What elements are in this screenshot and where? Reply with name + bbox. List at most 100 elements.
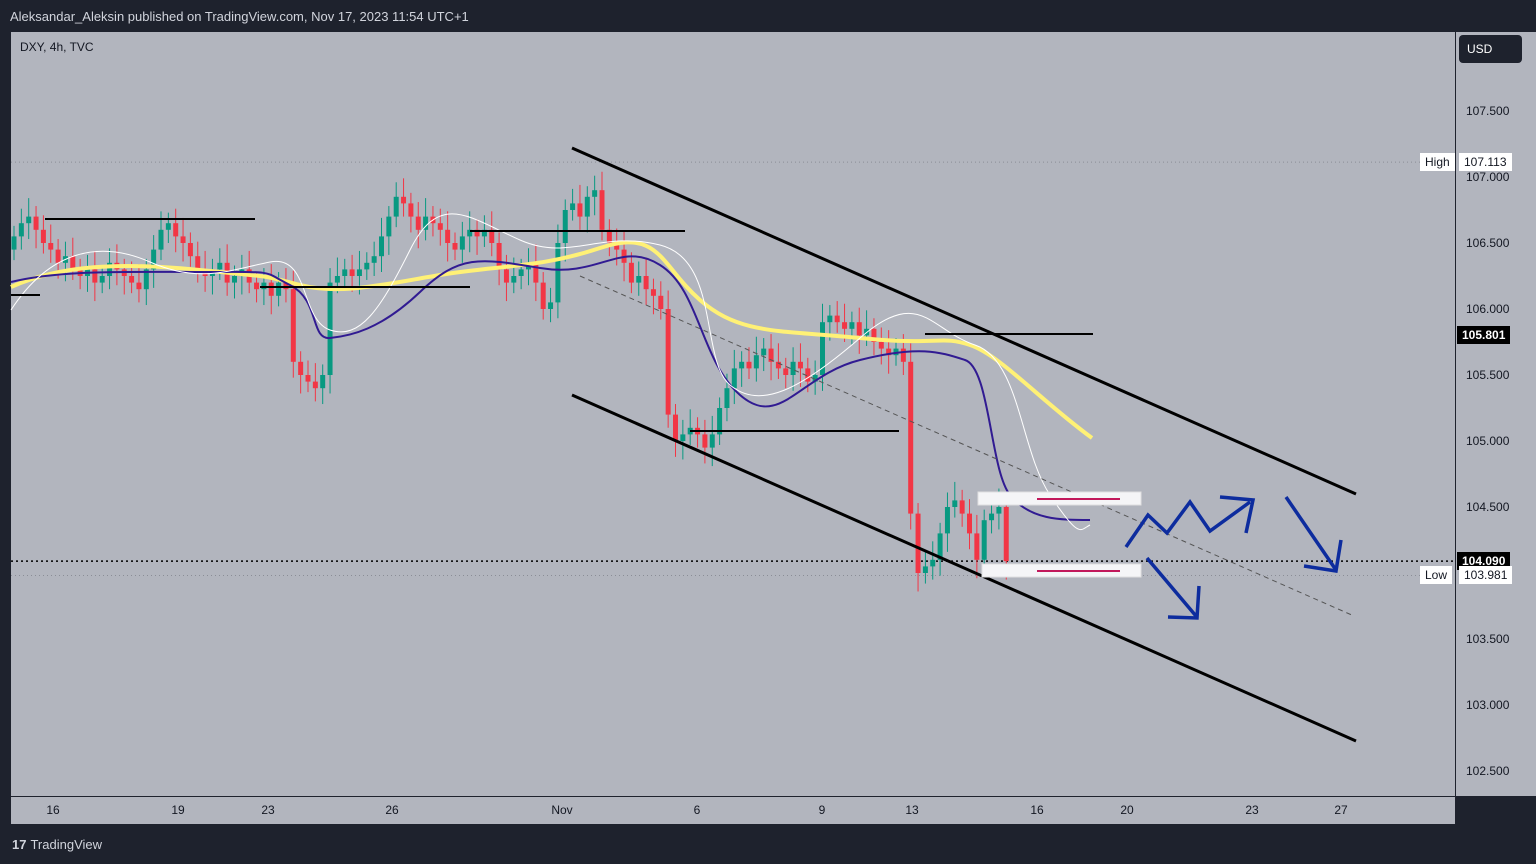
candle-body	[959, 500, 965, 514]
x-tick-label: 19	[171, 803, 185, 817]
candle-body	[974, 533, 980, 560]
candle-body	[878, 342, 884, 349]
candle-body	[673, 414, 678, 441]
candle-body	[842, 322, 848, 329]
candle-body	[445, 229, 451, 243]
candle-body	[298, 361, 304, 375]
candle-body	[18, 223, 24, 237]
candle-body	[548, 302, 554, 309]
candle-body	[437, 223, 443, 230]
candle-body	[724, 388, 730, 408]
candle-body	[709, 434, 715, 448]
channel-lower-line	[571, 393, 1357, 743]
candle-body	[423, 216, 429, 230]
low-label-tag: Low	[1420, 566, 1453, 584]
candle-body	[452, 243, 458, 250]
candle-body	[92, 269, 98, 283]
candle-body	[503, 269, 509, 283]
candle-body	[48, 243, 54, 250]
logo-text: TradingView	[30, 837, 103, 852]
candle-body	[401, 196, 407, 204]
candle-body	[26, 216, 32, 224]
bearish-scenario-arrow	[1145, 556, 1198, 618]
x-tick-label: 6	[693, 803, 701, 817]
y-tick-label: 106.000	[1466, 302, 1510, 316]
footer: 17 TradingView	[0, 824, 1536, 864]
candle-body	[268, 282, 274, 296]
candle-body	[650, 289, 656, 296]
y-tick-label: 107.000	[1466, 170, 1510, 184]
candle-body	[937, 533, 943, 560]
time-axis[interactable]	[11, 797, 1455, 824]
candle-body	[900, 348, 906, 362]
candle-body	[136, 282, 142, 290]
candle-body	[364, 262, 370, 270]
candle-body	[386, 216, 392, 237]
candle-body	[187, 243, 193, 257]
candle-body	[173, 223, 179, 237]
candle-body	[283, 282, 289, 290]
y-tick-label: 104.500	[1466, 500, 1510, 514]
candle-body	[908, 361, 914, 514]
symbol-label[interactable]: DXY, 4h, TVC	[20, 40, 94, 54]
x-tick-label: 26	[385, 803, 399, 817]
candle-body	[474, 229, 480, 237]
candle-body	[195, 256, 201, 270]
candle-body	[783, 368, 789, 375]
currency-button[interactable]: USD	[1459, 35, 1522, 63]
channel-mid-line	[579, 275, 1355, 617]
candle-body	[643, 276, 649, 290]
candle-body	[606, 229, 612, 243]
candle-body	[952, 500, 958, 507]
candle-body	[827, 315, 833, 323]
publish-header: Aleksandar_Aleksin published on TradingV…	[0, 0, 1536, 32]
chart-area[interactable]	[11, 32, 1455, 796]
y-tick-label: 106.500	[1466, 236, 1510, 250]
x-tick-label: 13	[905, 803, 919, 817]
ma-fast-line	[10, 255, 1091, 521]
candle-body	[768, 348, 774, 362]
candle-body	[393, 196, 399, 217]
channel-upper-line	[571, 146, 1357, 496]
candle-body	[334, 276, 340, 283]
tradingview-logo[interactable]: 17 TradingView	[12, 837, 102, 852]
candle-body	[614, 243, 620, 250]
candle-body	[886, 348, 892, 356]
candle-body	[680, 434, 686, 441]
candle-body	[327, 282, 333, 375]
candle-body	[379, 236, 384, 257]
candle-body	[849, 322, 855, 329]
candle-body	[99, 276, 105, 283]
candle-body	[40, 229, 46, 243]
candle-body	[555, 243, 561, 303]
candle-body	[915, 513, 921, 573]
candle-body	[165, 223, 171, 230]
ma-white-line	[10, 213, 1091, 530]
candle-body	[871, 328, 877, 342]
bearish-scenario-arrow-right	[1284, 496, 1338, 571]
x-tick-label: Nov	[551, 803, 573, 817]
bearish-arrowhead	[1167, 585, 1201, 620]
candle-body	[261, 282, 267, 290]
candle-body	[702, 434, 708, 448]
x-tick-label: 16	[46, 803, 60, 817]
candle-body	[158, 229, 164, 250]
candle-body	[371, 256, 377, 263]
candle-body	[599, 190, 605, 230]
candle-body	[584, 196, 590, 217]
y-tick-label: 105.500	[1466, 368, 1510, 382]
candle-body	[658, 295, 664, 309]
candle-body	[812, 375, 818, 382]
candle-body	[628, 262, 634, 283]
candle-body	[11, 236, 17, 250]
candle-body	[746, 361, 752, 369]
candle-body	[496, 243, 502, 270]
candle-body	[761, 348, 767, 356]
candle-body	[107, 262, 113, 276]
candle-body	[540, 282, 546, 309]
candle-body	[180, 236, 186, 243]
candle-body	[312, 381, 318, 389]
low-value-tag: 103.981	[1459, 566, 1513, 584]
candle-body	[290, 289, 296, 362]
bearish-arrowhead-right	[1303, 539, 1343, 573]
